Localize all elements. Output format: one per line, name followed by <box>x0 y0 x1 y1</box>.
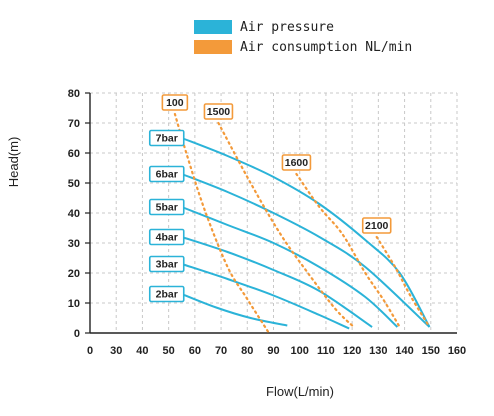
legend: Air pressure Air consumption NL/min <box>194 20 412 55</box>
x-tick-label: 60 <box>189 345 201 357</box>
annotation-label: 7bar <box>156 133 178 145</box>
axes: 0 10 20 30 40 50 60 70 80 0 30 40 50 60 70 80 90 100 110 12… <box>68 88 466 357</box>
annotation-box <box>148 165 185 183</box>
annotation-box <box>203 103 234 120</box>
annotation-box <box>148 198 185 216</box>
y-tick-label: 30 <box>68 238 80 250</box>
series-layer <box>173 112 431 335</box>
annotation-box <box>148 255 185 273</box>
x-tick-label: 140 <box>395 345 413 357</box>
annotation-label: 5bar <box>156 202 178 214</box>
annotation-6bar: 6bar <box>148 165 185 183</box>
x-tick-label: 30 <box>110 345 122 357</box>
x-tick-label: 40 <box>136 345 148 357</box>
y-tick-label: 70 <box>68 118 80 130</box>
x-tick-label: 50 <box>163 345 175 357</box>
annotation-label: 1600 <box>285 157 309 169</box>
annotation-1500: 1500 <box>203 103 234 120</box>
annotation-label: 3bar <box>156 259 178 271</box>
series-line-100 <box>173 112 270 335</box>
x-tick-label: 130 <box>369 345 387 357</box>
annotation-box <box>161 94 189 111</box>
legend-swatch <box>194 40 232 54</box>
y-tick-label: 40 <box>68 208 80 220</box>
annotation-box <box>361 217 392 234</box>
annotation-box <box>148 285 185 303</box>
annotation-label: 100 <box>166 97 184 109</box>
x-tick-label: 120 <box>343 345 361 357</box>
series-line-3bar <box>181 263 350 330</box>
annotation-box <box>148 129 185 147</box>
annotation-layer: 7bar 6bar 5bar 4bar 3bar 2bar 100 1500 1600 2100 <box>148 94 392 303</box>
series-line-2100 <box>375 235 431 329</box>
annotation-100: 100 <box>161 94 189 111</box>
series-line-6bar <box>181 173 431 328</box>
annotation-label: 2100 <box>365 220 389 232</box>
annotation-5bar: 5bar <box>148 198 185 216</box>
annotation-3bar: 3bar <box>148 255 185 273</box>
annotation-2100: 2100 <box>361 217 392 234</box>
x-tick-label: 110 <box>317 345 335 357</box>
x-tick-label: 100 <box>291 345 309 357</box>
y-tick-label: 20 <box>68 268 80 280</box>
y-tick-label: 60 <box>68 148 80 160</box>
y-tick-label: 50 <box>68 178 80 190</box>
series-line-1500 <box>217 121 355 329</box>
series-line-7bar <box>181 137 431 328</box>
legend-swatch <box>194 20 232 34</box>
y-axis-title: Head(m) <box>6 137 21 188</box>
legend-label: Air consumption NL/min <box>240 40 412 55</box>
series-line-5bar <box>181 206 399 328</box>
x-tick-label: 70 <box>215 345 227 357</box>
y-tick-label: 10 <box>68 298 80 310</box>
x-tick-label: 160 <box>448 345 466 357</box>
annotation-box <box>281 154 312 171</box>
annotation-label: 1500 <box>207 106 231 118</box>
legend-label: Air pressure <box>240 20 334 35</box>
series-line-1600 <box>295 172 401 329</box>
annotation-label: 6bar <box>156 169 178 181</box>
x-tick-label: 150 <box>422 345 440 357</box>
annotation-2bar: 2bar <box>148 285 185 303</box>
annotation-label: 2bar <box>156 289 178 301</box>
series-line-2bar <box>181 293 288 327</box>
x-tick-label: 0 <box>87 345 93 357</box>
y-tick-label: 0 <box>74 328 80 340</box>
x-tick-label: 90 <box>267 345 279 357</box>
x-tick-label: 80 <box>241 345 253 357</box>
y-tick-label: 80 <box>68 88 80 100</box>
x-axis-title: Flow(L/min) <box>266 384 334 399</box>
annotation-box <box>148 228 185 246</box>
annotation-1600: 1600 <box>281 154 312 171</box>
annotation-7bar: 7bar <box>148 129 185 147</box>
series-line-4bar <box>181 236 373 328</box>
annotation-4bar: 4bar <box>148 228 185 246</box>
annotation-label: 4bar <box>156 232 178 244</box>
